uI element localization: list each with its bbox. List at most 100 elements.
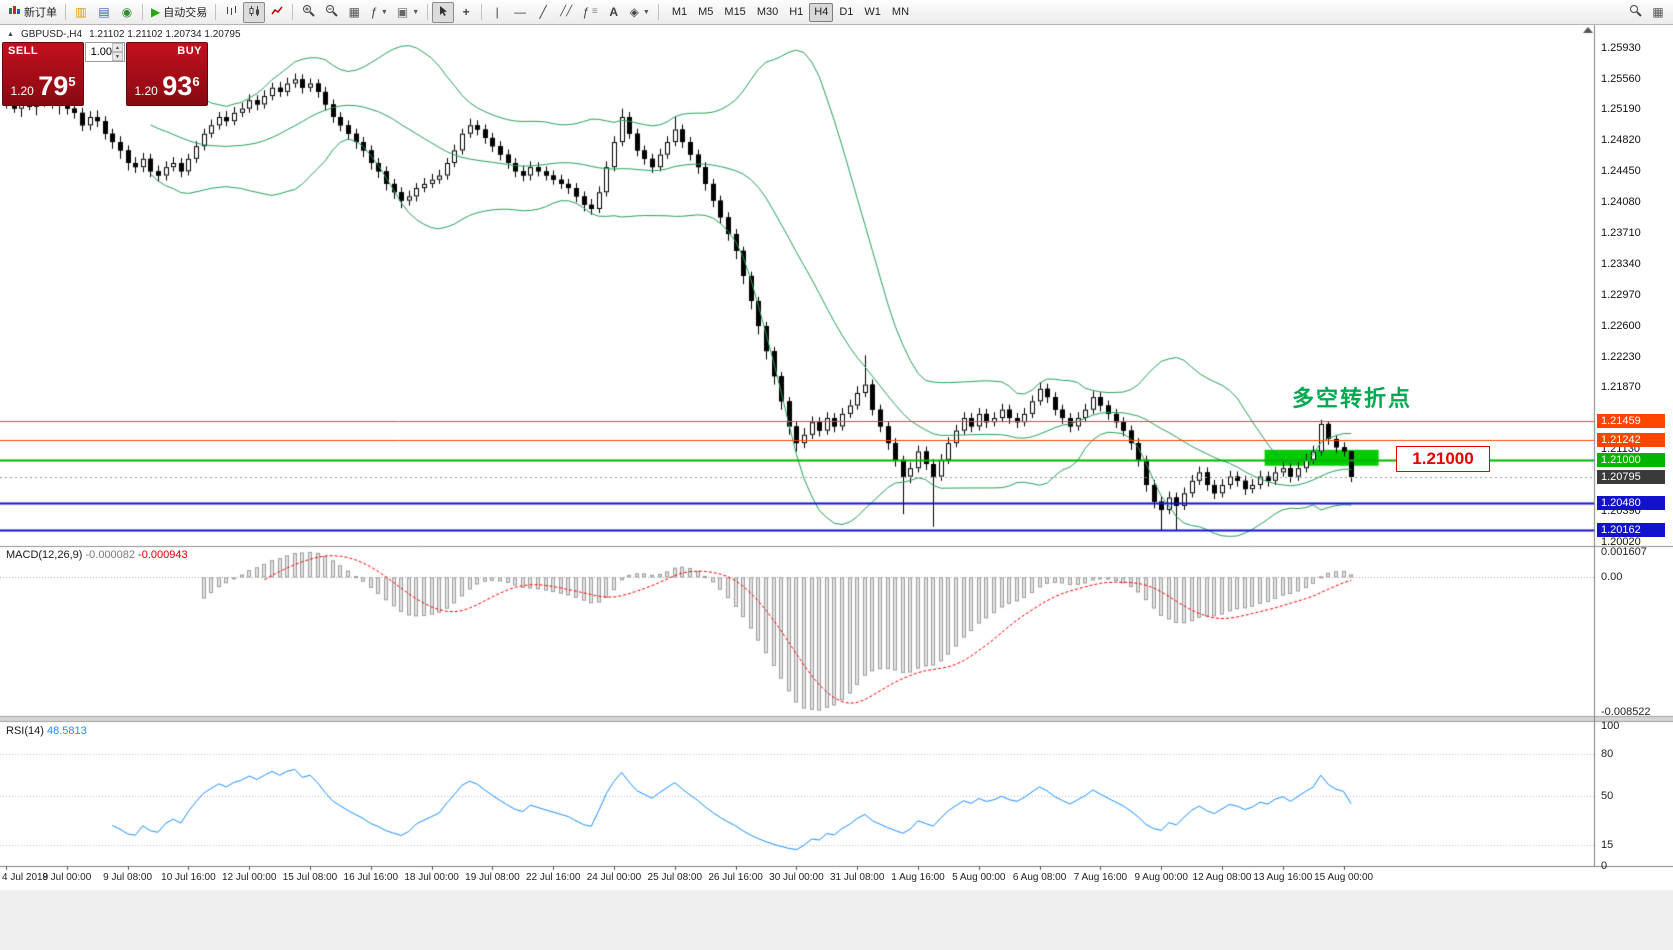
turning-point-annotation: 多空转折点 [1292,386,1413,411]
crosshair-button[interactable]: + [455,2,477,23]
level-price-label: 1.21000 [1396,446,1490,472]
buy-button[interactable]: BUY 1.20 936 [126,42,208,106]
volume-increase-button[interactable]: ▲ [112,43,123,52]
zoom-in-button[interactable] [297,2,319,23]
tile-windows-button[interactable]: ▦ [343,2,365,23]
data-window-button[interactable]: ▤ [93,2,115,23]
time-axis-label: 19 Jul 08:00 [465,872,520,883]
price-scale-tick: 1.25930 [1601,41,1641,54]
timeframe-button-m5[interactable]: M5 [698,6,714,18]
toolbar-separator [427,4,429,20]
autotrading-button[interactable]: ▶ 自动交易 [147,2,211,23]
fibonacci-button[interactable]: ƒ ≡ [578,2,602,23]
toolbar-separator [65,4,66,20]
rsi-scale-label: 50 [1601,790,1614,802]
autotrading-label: 自动交易 [163,7,208,19]
macd-scale-label: 0.00 [1601,571,1623,584]
price-level-badge: 1.20162 [1597,522,1665,537]
indicators-button[interactable]: ƒ ▼ [366,2,392,23]
templates-button[interactable]: ▣ ▼ [393,2,423,23]
rsi-value: 48.5813 [46,725,87,737]
timeframe-button-m30[interactable]: M30 [756,6,779,18]
volume-input-wrap: ▲ ▼ [85,42,125,62]
new-order-label: 新订单 [24,7,57,19]
navigator-icon: ◉ [121,5,133,19]
bid-price-badge: 1.20795 [1597,470,1665,484]
time-axis-label: 18 Jul 00:00 [404,872,459,883]
market-watch-icon: ▥ [75,5,87,19]
time-axis-label: 13 Aug 16:00 [1253,872,1313,883]
time-axis-label: 12 Aug 08:00 [1192,872,1252,883]
line-chart-button[interactable] [266,2,288,23]
price-scale-tick: 1.25190 [1601,103,1641,116]
price-scale-tick: 1.22230 [1601,351,1641,363]
timeframe-button-mn[interactable]: MN [891,6,910,18]
time-axis-label: 30 Jul 00:00 [769,872,824,883]
price-scale-tick: 1.21870 [1601,381,1641,394]
channel-icon: ╱╱ [560,6,573,17]
macd-main-value: -0.000082 [85,549,136,561]
horizontal-line-button[interactable]: — [509,2,531,23]
timeframe-button-d1[interactable]: D1 [839,6,854,18]
price-level-badge: 1.21459 [1597,414,1665,429]
time-axis-label: 6 Aug 08:00 [1012,872,1067,883]
navigator-button[interactable]: ◉ [116,2,138,23]
text-label-button[interactable]: A [603,2,625,23]
macd-header: MACD(12,26,9) -0.000082 -0.000943 [6,549,188,561]
templates-icon: ▣ [396,5,409,19]
timeframe-button-m15[interactable]: M15 [724,6,746,18]
new-chart-icon: ▦ [1652,5,1664,19]
price-level-badge: 1.21242 [1597,432,1665,447]
time-axis-label: 26 Jul 16:00 [708,872,763,883]
new-order-button[interactable]: 新订单 [4,2,61,23]
zoom-out-button[interactable] [320,2,342,23]
rsi-header: RSI(14) 48.5813 [6,725,87,737]
price-level-badge: 1.20480 [1597,496,1665,511]
timeframe-button-h1[interactable]: H1 [789,6,804,18]
price-scale-tick: 1.24820 [1601,134,1641,147]
volume-input[interactable] [86,44,112,60]
collapse-triangle-icon[interactable]: ▲ [7,31,14,38]
sell-price: 1.20 795 [10,71,76,101]
autotrading-play-icon: ▶ [151,5,161,19]
time-axis-label: 4 Jul 2019 [2,872,49,883]
timeframe-button-w1[interactable]: W1 [864,6,881,18]
time-axis-label: 31 Jul 08:00 [829,872,885,883]
sell-button[interactable]: SELL 1.20 795 [2,42,84,106]
toolbar-separator [292,4,294,20]
cursor-button[interactable] [432,1,455,23]
indicators-icon: ƒ [370,5,377,19]
price-scale-tick: 1.22970 [1601,289,1641,302]
symbol-label: GBPUSD-,H4 [20,29,83,40]
bar-chart-button[interactable] [220,2,242,23]
crosshair-icon: + [462,5,470,19]
vertical-line-icon: | [495,5,499,19]
timeframe-button-h4[interactable]: H4 [809,2,834,22]
timeframe-button-m1[interactable]: M1 [671,6,688,18]
market-watch-button[interactable]: ▥ [70,2,92,23]
volume-decrease-button[interactable]: ▼ [112,52,123,61]
vertical-line-button[interactable]: | [486,2,508,23]
candlestick-chart-button[interactable] [243,1,266,23]
search-button[interactable] [1624,2,1646,23]
time-axis-label: 15 Jul 08:00 [282,872,338,883]
arrows-button[interactable]: ◈ ▼ [626,2,654,23]
chevron-down-icon: ▼ [642,8,650,16]
time-axis-label: 1 Aug 16:00 [891,872,945,883]
cursor-icon [437,5,449,20]
line-chart-icon [271,5,283,20]
channel-button[interactable]: ╱╱ [555,2,577,23]
symbol-info-bar: ▲ GBPUSD-,H4 1.21102 1.21102 1.20734 1.2… [7,29,241,40]
price-scale-tick: 1.24450 [1601,165,1641,178]
time-axis-label: 24 Jul 00:00 [586,872,642,883]
trendline-button[interactable]: ╱ [532,2,554,23]
fibonacci-icon: ƒ [582,5,589,19]
price-scale-tick: 1.24080 [1601,196,1641,209]
toolbar: 新订单 ▥ ▤ ◉ ▶ 自动交易 ▦ ƒ ▼ ▣ ▼ + | — ╱ ╱╱ ƒ ≡ A… [0,0,1673,25]
tile-windows-icon: ▦ [348,5,360,19]
new-chart-button[interactable]: ▦ [1647,2,1669,23]
rsi-scale-label: 80 [1601,748,1614,760]
time-axis-label: 22 Jul 16:00 [525,872,581,883]
